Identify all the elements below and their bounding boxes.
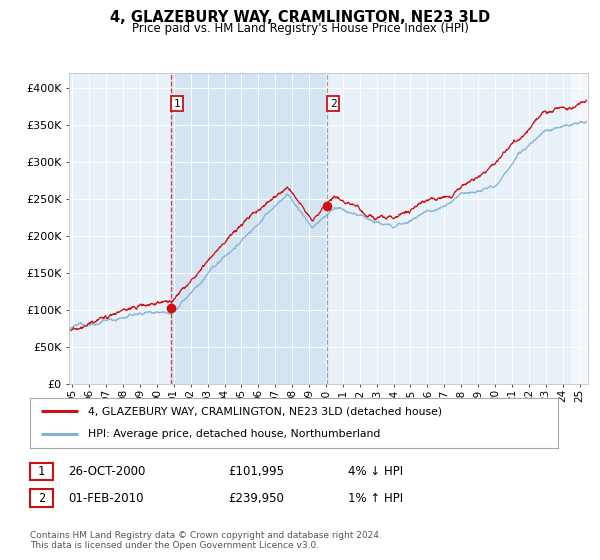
Text: £239,950: £239,950 <box>228 492 284 505</box>
Text: 2: 2 <box>38 492 45 505</box>
Text: £101,995: £101,995 <box>228 465 284 478</box>
Text: 1: 1 <box>38 465 45 478</box>
Text: 2: 2 <box>330 99 337 109</box>
Text: 1% ↑ HPI: 1% ↑ HPI <box>348 492 403 505</box>
Text: 4, GLAZEBURY WAY, CRAMLINGTON, NE23 3LD (detached house): 4, GLAZEBURY WAY, CRAMLINGTON, NE23 3LD … <box>88 406 442 416</box>
Text: Price paid vs. HM Land Registry's House Price Index (HPI): Price paid vs. HM Land Registry's House … <box>131 22 469 35</box>
Text: HPI: Average price, detached house, Northumberland: HPI: Average price, detached house, Nort… <box>88 430 380 440</box>
Text: 4, GLAZEBURY WAY, CRAMLINGTON, NE23 3LD: 4, GLAZEBURY WAY, CRAMLINGTON, NE23 3LD <box>110 10 490 25</box>
Text: Contains HM Land Registry data © Crown copyright and database right 2024.
This d: Contains HM Land Registry data © Crown c… <box>30 530 382 550</box>
Text: 1: 1 <box>173 99 180 109</box>
Polygon shape <box>571 73 588 384</box>
Text: 01-FEB-2010: 01-FEB-2010 <box>68 492 143 505</box>
Text: 26-OCT-2000: 26-OCT-2000 <box>68 465 145 478</box>
Bar <box>171 73 328 384</box>
Text: 4% ↓ HPI: 4% ↓ HPI <box>348 465 403 478</box>
